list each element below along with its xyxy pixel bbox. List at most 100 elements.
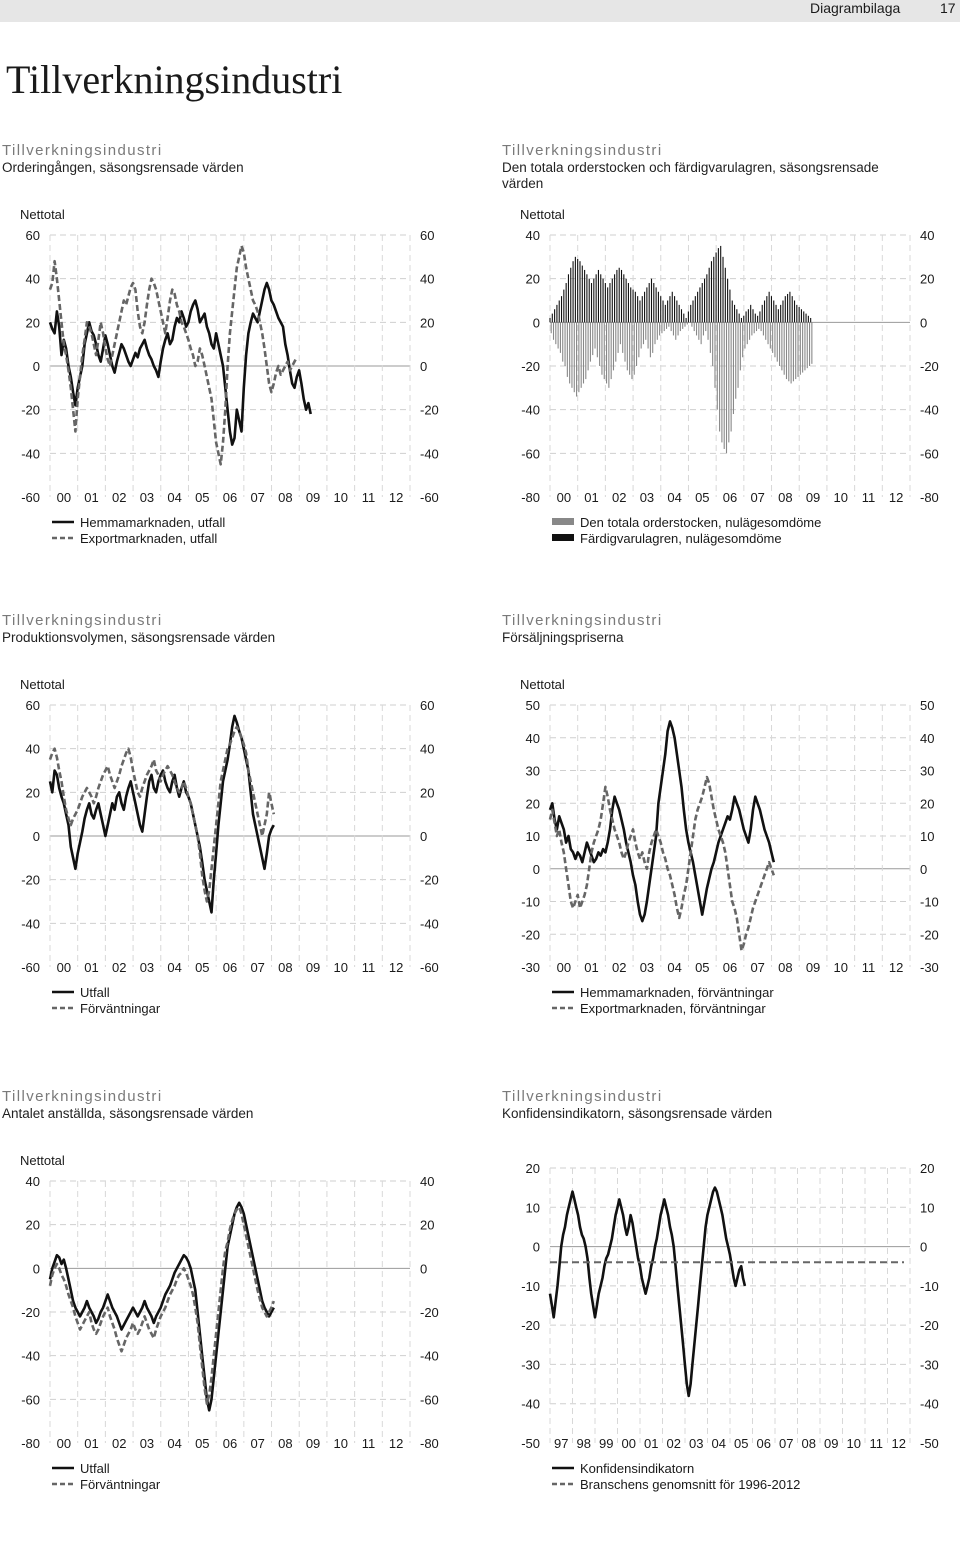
- y-tick-label-right: -10: [920, 1279, 939, 1294]
- x-tick-label: 08: [278, 960, 292, 975]
- x-tick-label: 99: [599, 1436, 613, 1451]
- y-tick-label-left: -20: [21, 1305, 40, 1320]
- chart-panel-c4: Tillverkningsindustri Försäljningsprisern…: [500, 612, 960, 1072]
- y-tick-label-left: 0: [533, 315, 540, 330]
- x-tick-label: 02: [112, 1436, 126, 1451]
- legend-label: Förväntningar: [80, 1001, 161, 1016]
- y-tick-label-right: 50: [920, 698, 934, 713]
- chart-subtitle: Produktionsvolymen, säsongsrensade värde…: [2, 630, 276, 645]
- y-tick-label-left: -20: [521, 927, 540, 942]
- y-tick-label-left: -30: [521, 960, 540, 975]
- x-tick-label: 11: [362, 960, 376, 975]
- x-tick-label: 09: [306, 490, 320, 505]
- y-tick-label-right: -20: [920, 927, 939, 942]
- legend-label: Konfidensindikatorn: [580, 1461, 694, 1476]
- legend-label: Förväntningar: [80, 1477, 161, 1492]
- y-tick-label-right: -60: [920, 446, 939, 461]
- x-tick-label: 03: [140, 1436, 154, 1451]
- y-tick-label-left: 60: [26, 698, 40, 713]
- chart-panel-c6: Tillverkningsindustri Konfidensindikatorn…: [500, 1088, 960, 1548]
- x-tick-label: 10: [834, 960, 848, 975]
- y-tick-label-left: -60: [21, 960, 40, 975]
- x-tick-label: 01: [584, 490, 598, 505]
- y-tick-label-right: 10: [920, 1200, 934, 1215]
- y-tick-label-right: 0: [420, 359, 427, 374]
- series-line-0: [548, 720, 776, 923]
- chart-title: Tillverkningsindustri: [502, 612, 663, 629]
- y-tick-label-right: -40: [920, 1397, 939, 1412]
- y-tick-label-left: -60: [21, 1392, 40, 1407]
- x-tick-label: 00: [622, 1436, 636, 1451]
- y-tick-label-right: -20: [920, 1318, 939, 1333]
- x-tick-label: 09: [806, 960, 820, 975]
- x-tick-label: 12: [389, 490, 403, 505]
- y-axis-title: Nettotal: [520, 207, 565, 222]
- y-tick-label-left: 0: [33, 1261, 40, 1276]
- legend-label: Hemmamarknaden, utfall: [80, 515, 225, 530]
- x-tick-label: 10: [334, 1436, 348, 1451]
- x-tick-label: 07: [250, 960, 264, 975]
- y-tick-label-right: 40: [920, 228, 934, 243]
- chart-subtitle: Orderingången, säsongsrensade värden: [2, 160, 244, 175]
- y-tick-label-left: 0: [33, 829, 40, 844]
- y-tick-label-right: 20: [420, 315, 434, 330]
- x-tick-label: 12: [889, 490, 903, 505]
- y-tick-label-right: -80: [920, 490, 939, 505]
- x-tick-label: 03: [140, 490, 154, 505]
- x-tick-label: 09: [306, 1436, 320, 1451]
- y-tick-label-right: 40: [920, 731, 934, 746]
- x-tick-label: 00: [557, 490, 571, 505]
- y-axis-title: Nettotal: [520, 677, 565, 692]
- y-tick-label-left: -40: [21, 1349, 40, 1364]
- y-tick-label-left: 40: [526, 228, 540, 243]
- y-tick-label-left: 40: [526, 731, 540, 746]
- legend-label: Exportmarknaden, utfall: [80, 531, 217, 546]
- x-tick-label: 08: [802, 1436, 816, 1451]
- chart-panel-c3: Tillverkningsindustri Produktionsvolymen,…: [0, 612, 470, 1072]
- y-tick-label-left: 20: [26, 1218, 40, 1233]
- x-tick-label: 06: [223, 960, 237, 975]
- x-tick-label: 10: [334, 960, 348, 975]
- legend-label: Hemmamarknaden, förväntningar: [580, 985, 774, 1000]
- y-tick-label-right: -10: [920, 895, 939, 910]
- y-tick-label-left: -10: [521, 1279, 540, 1294]
- y-axis-title: Nettotal: [20, 207, 65, 222]
- y-tick-label-right: 30: [920, 764, 934, 779]
- legend-label: Den totala orderstocken, nulägesomdöme: [580, 515, 821, 530]
- y-tick-label-left: 20: [26, 315, 40, 330]
- x-tick-label: 02: [667, 1436, 681, 1451]
- x-tick-label: 09: [806, 490, 820, 505]
- x-tick-label: 09: [824, 1436, 838, 1451]
- x-tick-label: 08: [278, 490, 292, 505]
- x-tick-label: 05: [734, 1436, 748, 1451]
- y-tick-label-right: -20: [420, 873, 439, 888]
- x-tick-label: 12: [389, 960, 403, 975]
- x-tick-label: 10: [834, 490, 848, 505]
- y-tick-label-left: 0: [533, 1240, 540, 1255]
- y-tick-label-left: 20: [26, 785, 40, 800]
- x-tick-label: 01: [84, 490, 98, 505]
- chart-title: Tillverkningsindustri: [2, 1088, 163, 1105]
- y-tick-label-left: -50: [521, 1436, 540, 1451]
- x-tick-label: 06: [223, 1436, 237, 1451]
- y-tick-label-right: -50: [920, 1436, 939, 1451]
- chart-subtitle: Den totala orderstocken och färdigvarula…: [502, 160, 879, 191]
- y-tick-label-right: 20: [420, 785, 434, 800]
- x-tick-label: 02: [612, 960, 626, 975]
- x-tick-label: 06: [223, 490, 237, 505]
- y-tick-label-right: -40: [420, 1349, 439, 1364]
- y-tick-label-right: 40: [420, 1174, 434, 1189]
- x-tick-label: 04: [167, 960, 181, 975]
- x-tick-label: 12: [389, 1436, 403, 1451]
- legend-label: Färdigvarulagren, nulägesomdöme: [580, 531, 782, 546]
- legend-label: Utfall: [80, 1461, 110, 1476]
- x-tick-label: 07: [250, 490, 264, 505]
- y-tick-label-right: -20: [920, 359, 939, 374]
- x-tick-label: 06: [723, 960, 737, 975]
- x-tick-label: 04: [667, 490, 681, 505]
- x-tick-label: 05: [195, 960, 209, 975]
- y-tick-label-right: -40: [420, 446, 439, 461]
